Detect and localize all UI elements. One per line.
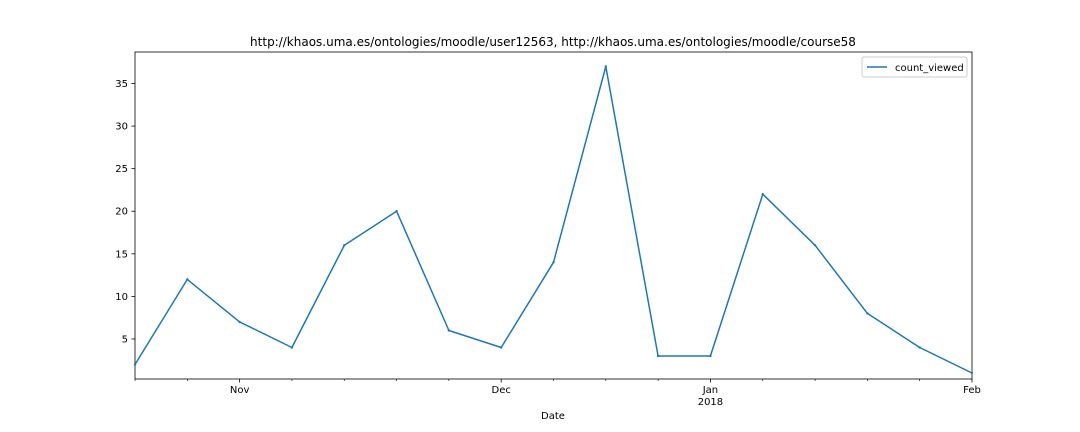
x-tick-label: Jan [702, 385, 718, 396]
data-point [918, 346, 921, 349]
legend: count_viewed [861, 56, 968, 78]
y-tick-label: 20 [115, 207, 128, 218]
x-tick-label: Dec [492, 385, 511, 396]
data-point [499, 346, 503, 349]
x-axis-label: Date [541, 411, 565, 422]
data-point [866, 312, 869, 315]
data-point [186, 278, 189, 281]
series-line-count_viewed [134, 65, 973, 374]
data-point [238, 320, 241, 324]
data-point [133, 363, 137, 366]
legend-box [861, 56, 968, 78]
data-point [761, 193, 764, 196]
data-point [343, 244, 346, 247]
data-point [709, 354, 712, 358]
data-point [290, 346, 294, 349]
y-tick-label: 15 [115, 249, 128, 260]
data-point [447, 329, 451, 332]
y-tick-label: 35 [115, 79, 128, 90]
plot-area [133, 51, 974, 380]
y-axis: 5 10 15 20 25 30 35 [115, 79, 135, 345]
plot-frame [134, 51, 973, 380]
data-point [813, 244, 817, 247]
data-point [656, 354, 660, 358]
y-tick-label: 10 [115, 292, 128, 303]
legend-label: count_viewed [895, 63, 964, 74]
data-point [395, 210, 398, 213]
x-tick-label: Nov [230, 385, 250, 396]
data-point [970, 371, 974, 375]
chart-title: http://khaos.uma.es/ontologies/moodle/us… [250, 35, 856, 49]
x-tick-sublabel: 2018 [698, 397, 723, 408]
data-point [552, 261, 555, 264]
x-tick-label: Feb [963, 385, 981, 396]
data-point [604, 65, 608, 68]
y-tick-label: 30 [115, 122, 128, 133]
y-tick-label: 5 [122, 334, 128, 345]
y-tick-label: 25 [115, 164, 128, 175]
